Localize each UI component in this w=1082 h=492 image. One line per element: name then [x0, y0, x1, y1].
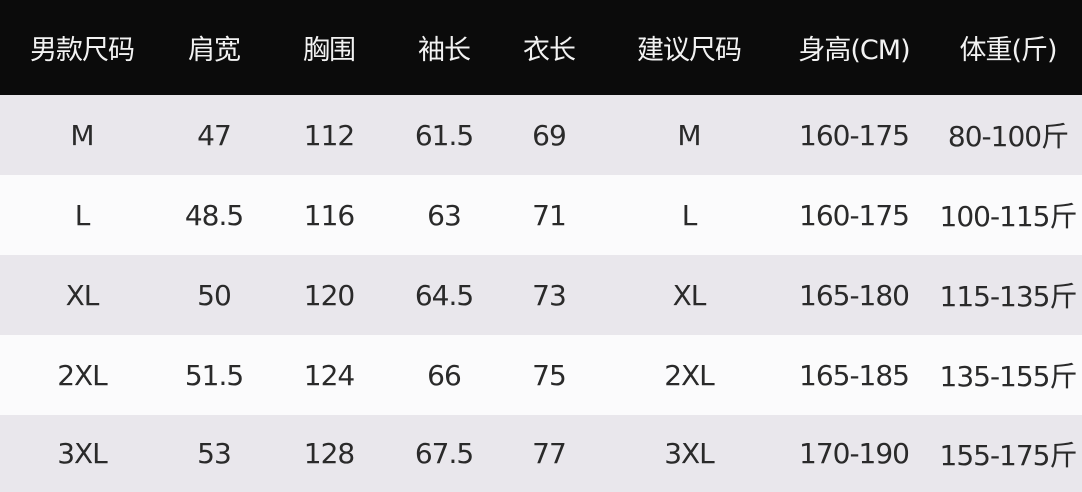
- table-cell: 71: [532, 198, 567, 232]
- table-cell: 69: [532, 118, 567, 152]
- header-cell: 胸围: [303, 35, 356, 66]
- table-cell: 77: [532, 437, 567, 470]
- table-cell: 100-115斤: [939, 200, 1078, 233]
- table-cell: 61.5: [414, 118, 474, 152]
- table-cell: 53: [197, 437, 232, 470]
- table-cell: 47: [197, 118, 232, 152]
- header-cell: 体重(斤): [959, 35, 1057, 66]
- table-cell: 75: [532, 358, 567, 392]
- table-cell: 135-155斤: [939, 360, 1078, 393]
- table-cell: 2XL: [57, 358, 108, 392]
- table-cell: M: [70, 118, 94, 152]
- table-cell: L: [74, 198, 91, 232]
- table-cell: 50: [197, 278, 232, 312]
- table-cell: 48.5: [184, 198, 244, 232]
- table-cell: 155-175斤: [939, 438, 1078, 472]
- table-cell: 3XL: [57, 437, 108, 470]
- header-cell: 袖长: [418, 35, 471, 66]
- header-cell: 男款尺码: [30, 35, 135, 66]
- header-cell: 建议尺码: [637, 35, 742, 66]
- table-cell: M: [677, 118, 701, 152]
- table-cell: 116: [303, 198, 355, 232]
- table-row: 3XL 53 128 67.5 77 3XL 170-190 155-175斤: [0, 415, 1082, 492]
- table-cell: 170-190: [799, 437, 910, 470]
- header-cell: 身高(CM): [798, 35, 910, 66]
- header-cell: 衣长: [523, 35, 576, 66]
- table-cell: 63: [427, 198, 462, 232]
- table-cell: 67.5: [414, 437, 474, 470]
- table-body: M 47 112 61.5 69 M 160-175 80-100斤 L 48.5 116 63 71 L…: [0, 95, 1082, 492]
- table-cell: 160-175: [799, 118, 910, 152]
- table-cell: XL: [65, 278, 100, 312]
- table-cell: 2XL: [664, 358, 715, 392]
- table-cell: 64.5: [414, 278, 474, 312]
- table-row: 2XL 51.5 124 66 75 2XL 165-185 135-155斤: [0, 335, 1082, 415]
- table-cell: 73: [532, 278, 567, 312]
- table-header: 男款尺码 肩宽 胸围 袖长 衣长 建议尺码 身高(CM) 体重(斤): [0, 0, 1082, 95]
- table-cell: XL: [672, 278, 707, 312]
- table-row: M 47 112 61.5 69 M 160-175 80-100斤: [0, 95, 1082, 175]
- table-row: L 48.5 116 63 71 L 160-175 100-115斤: [0, 175, 1082, 255]
- table-cell: 66: [427, 358, 462, 392]
- table-cell: 124: [303, 358, 355, 392]
- table-cell: 160-175: [799, 198, 910, 232]
- table-cell: 165-180: [799, 278, 910, 312]
- table-cell: L: [681, 198, 698, 232]
- table-cell: 51.5: [184, 358, 244, 392]
- table-row: XL 50 120 64.5 73 XL 165-180 115-135斤: [0, 255, 1082, 335]
- table-cell: 115-135斤: [939, 280, 1078, 313]
- table-cell: 165-185: [799, 358, 910, 392]
- table-cell: 112: [303, 118, 355, 152]
- header-row: 男款尺码 肩宽 胸围 袖长 衣长 建议尺码 身高(CM) 体重(斤): [0, 0, 1082, 95]
- header-cell: 肩宽: [188, 35, 241, 66]
- table-cell: 80-100斤: [947, 120, 1069, 153]
- table-cell: 120: [303, 278, 355, 312]
- table-cell: 128: [303, 437, 355, 470]
- table-cell: 3XL: [664, 437, 715, 470]
